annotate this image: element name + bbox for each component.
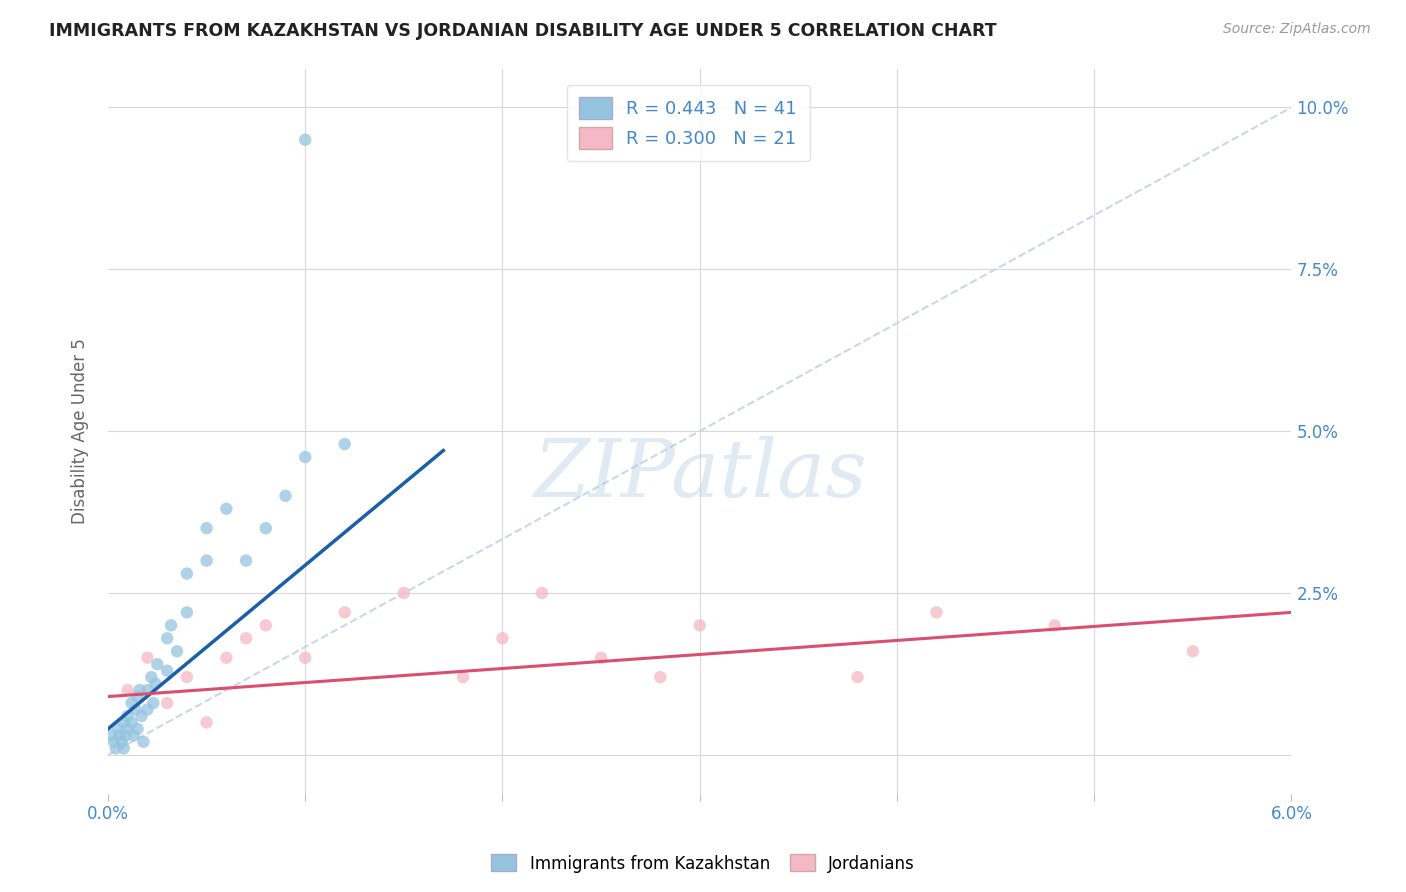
- Point: [132, 735, 155, 749]
- Point: [176, 670, 198, 684]
- Point: [103, 735, 125, 749]
- Point: [333, 437, 356, 451]
- Point: [117, 709, 139, 723]
- Point: [254, 521, 277, 535]
- Legend: R = 0.443   N = 41, R = 0.300   N = 21: R = 0.443 N = 41, R = 0.300 N = 21: [567, 85, 810, 161]
- Point: [591, 650, 613, 665]
- Point: [1181, 644, 1204, 658]
- Point: [156, 696, 179, 710]
- Point: [195, 521, 218, 535]
- Point: [215, 501, 238, 516]
- Point: [121, 696, 143, 710]
- Point: [166, 644, 188, 658]
- Point: [114, 728, 136, 742]
- Point: [451, 670, 474, 684]
- Point: [491, 632, 513, 646]
- Point: [127, 690, 149, 704]
- Point: [112, 741, 135, 756]
- Point: [117, 683, 139, 698]
- Point: [846, 670, 869, 684]
- Point: [143, 676, 166, 690]
- Point: [112, 715, 135, 730]
- Point: [195, 553, 218, 567]
- Point: [689, 618, 711, 632]
- Point: [136, 683, 159, 698]
- Point: [121, 715, 143, 730]
- Point: [333, 606, 356, 620]
- Text: Source: ZipAtlas.com: Source: ZipAtlas.com: [1223, 22, 1371, 37]
- Point: [111, 735, 134, 749]
- Point: [176, 606, 198, 620]
- Text: ZIPatlas: ZIPatlas: [533, 436, 866, 514]
- Point: [274, 489, 297, 503]
- Point: [141, 670, 163, 684]
- Point: [107, 722, 129, 736]
- Point: [122, 728, 145, 742]
- Point: [294, 450, 316, 464]
- Point: [136, 650, 159, 665]
- Point: [156, 632, 179, 646]
- Point: [108, 728, 131, 742]
- Legend: Immigrants from Kazakhstan, Jordanians: Immigrants from Kazakhstan, Jordanians: [485, 847, 921, 880]
- Point: [160, 618, 183, 632]
- Point: [142, 696, 165, 710]
- Point: [176, 566, 198, 581]
- Y-axis label: Disability Age Under 5: Disability Age Under 5: [72, 338, 89, 524]
- Point: [124, 702, 146, 716]
- Point: [235, 632, 257, 646]
- Point: [101, 728, 124, 742]
- Text: IMMIGRANTS FROM KAZAKHSTAN VS JORDANIAN DISABILITY AGE UNDER 5 CORRELATION CHART: IMMIGRANTS FROM KAZAKHSTAN VS JORDANIAN …: [49, 22, 997, 40]
- Point: [392, 586, 415, 600]
- Point: [131, 709, 153, 723]
- Point: [117, 722, 139, 736]
- Point: [294, 133, 316, 147]
- Point: [195, 715, 218, 730]
- Point: [156, 664, 179, 678]
- Point: [925, 606, 948, 620]
- Point: [650, 670, 672, 684]
- Point: [254, 618, 277, 632]
- Point: [215, 650, 238, 665]
- Point: [530, 586, 553, 600]
- Point: [104, 741, 127, 756]
- Point: [127, 722, 149, 736]
- Point: [136, 702, 159, 716]
- Point: [1043, 618, 1066, 632]
- Point: [146, 657, 169, 672]
- Point: [235, 553, 257, 567]
- Point: [294, 650, 316, 665]
- Point: [128, 683, 150, 698]
